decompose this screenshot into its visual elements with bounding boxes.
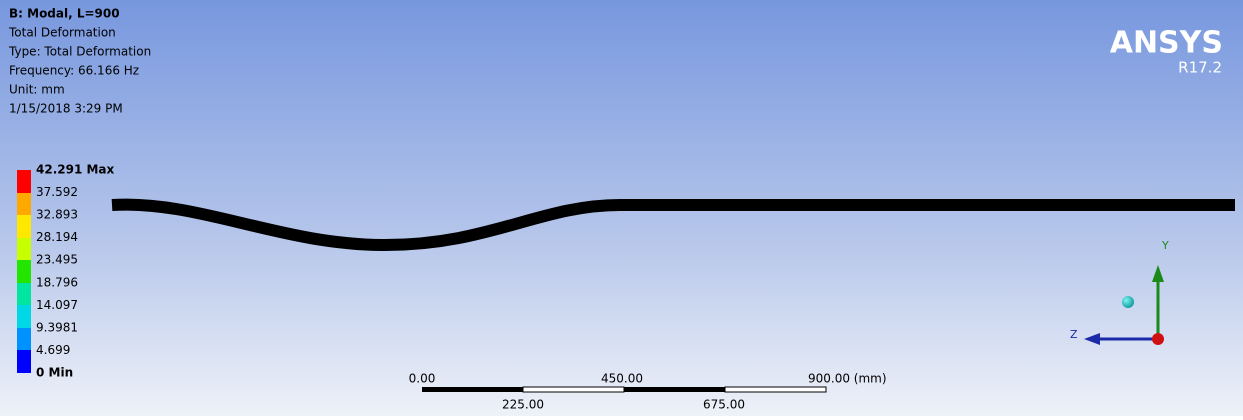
legend-band xyxy=(17,193,31,215)
viewport: B: Modal, L=900 Total Deformation Type: To… xyxy=(0,0,1243,416)
legend-band xyxy=(17,328,31,350)
legend-band xyxy=(17,238,31,260)
scale-segment xyxy=(422,387,523,392)
scale-label: 450.00 xyxy=(601,372,643,386)
isometric-ball[interactable] xyxy=(1122,296,1134,308)
scale-segment xyxy=(523,387,624,392)
legend-band xyxy=(17,260,31,283)
legend-label: 18.796 xyxy=(36,275,78,289)
legend-label: 37.592 xyxy=(36,185,78,199)
y-axis-label: Y xyxy=(1161,239,1169,252)
logo-version: R17.2 xyxy=(1178,59,1222,77)
header-line: Total Deformation xyxy=(8,26,116,40)
page: B: Modal, L=900 Total Deformation Type: To… xyxy=(0,0,1243,416)
header-line: Unit: mm xyxy=(9,83,65,97)
legend-band xyxy=(17,305,31,328)
header-line: Frequency: 66.166 Hz xyxy=(9,64,139,78)
scale-segment xyxy=(624,387,725,392)
z-axis-label: Z xyxy=(1070,328,1078,341)
legend-label: 28.194 xyxy=(36,230,78,244)
legend-label: 4.699 xyxy=(36,343,70,357)
scale-label: 225.00 xyxy=(502,398,544,412)
header-line: 1/15/2018 3:29 PM xyxy=(9,102,123,116)
scale-label: 0.00 xyxy=(409,372,436,386)
header-line: Type: Total Deformation xyxy=(8,45,151,59)
scale-label: 675.00 xyxy=(703,398,745,412)
scale-segment xyxy=(725,387,826,392)
legend-band xyxy=(17,283,31,305)
legend-band xyxy=(17,170,31,193)
logo-name: ANSYS xyxy=(1110,26,1223,61)
legend-label: 32.893 xyxy=(36,208,78,222)
legend-band xyxy=(17,215,31,238)
triad-origin xyxy=(1152,333,1164,345)
header-title: B: Modal, L=900 xyxy=(9,7,120,21)
legend-band xyxy=(17,350,31,373)
legend-label: 23.495 xyxy=(36,253,78,267)
scale-label: 900.00 (mm) xyxy=(808,372,887,386)
legend-label: 9.3981 xyxy=(36,320,78,334)
legend-label: 0 Min xyxy=(36,366,73,380)
legend-label: 14.097 xyxy=(36,298,78,312)
legend-label: 42.291 Max xyxy=(36,163,115,177)
